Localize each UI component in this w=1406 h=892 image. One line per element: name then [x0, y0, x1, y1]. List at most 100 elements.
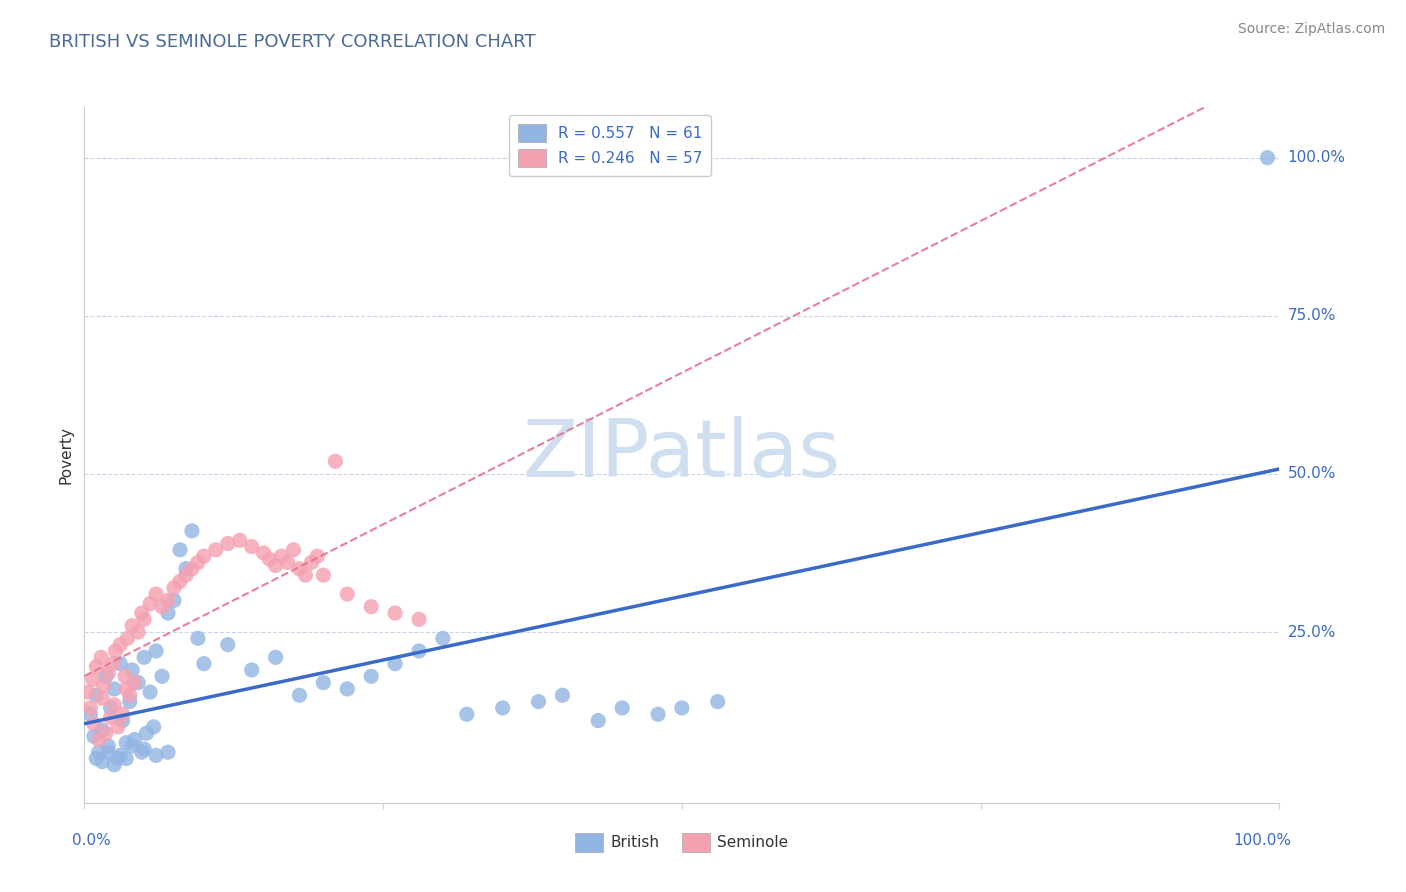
Point	[127, 625, 149, 640]
Point	[1257, 151, 1279, 165]
Legend: British, Seminole: British, Seminole	[569, 827, 794, 858]
Point	[205, 542, 228, 557]
Point	[110, 657, 132, 671]
Text: 25.0%: 25.0%	[1288, 624, 1336, 640]
Point	[270, 549, 292, 563]
Point	[87, 732, 110, 747]
Point	[111, 707, 134, 722]
Point	[408, 612, 430, 626]
Point	[90, 650, 112, 665]
Point	[217, 638, 239, 652]
Point	[107, 751, 129, 765]
Point	[707, 695, 730, 709]
Point	[118, 688, 141, 702]
Point	[91, 691, 114, 706]
Point	[124, 732, 146, 747]
Point	[145, 748, 167, 763]
Text: BRITISH VS SEMINOLE POVERTY CORRELATION CHART: BRITISH VS SEMINOLE POVERTY CORRELATION …	[48, 33, 536, 52]
Point	[139, 597, 162, 611]
Point	[187, 556, 209, 570]
Point	[103, 698, 125, 712]
Point	[117, 632, 139, 646]
Point	[229, 533, 252, 548]
Point	[135, 726, 157, 740]
Point	[103, 681, 125, 696]
Point	[101, 657, 124, 671]
Point	[139, 685, 162, 699]
Text: ZIPatlas: ZIPatlas	[523, 416, 841, 494]
Point	[157, 593, 180, 607]
Point	[264, 558, 287, 573]
Text: Source: ZipAtlas.com: Source: ZipAtlas.com	[1237, 22, 1385, 37]
Point	[312, 675, 335, 690]
Point	[132, 612, 156, 626]
Point	[142, 720, 165, 734]
Point	[97, 745, 120, 759]
Point	[110, 638, 132, 652]
Point	[145, 644, 167, 658]
Point	[193, 657, 215, 671]
Point	[527, 695, 550, 709]
Point	[181, 524, 204, 538]
Point	[384, 657, 406, 671]
Point	[163, 581, 186, 595]
Point	[115, 681, 138, 696]
Point	[336, 681, 359, 696]
Point	[132, 650, 156, 665]
Point	[174, 568, 197, 582]
Point	[301, 556, 323, 570]
Point	[118, 695, 141, 709]
Point	[114, 669, 136, 683]
Point	[612, 701, 634, 715]
Point	[181, 562, 204, 576]
Text: 0.0%: 0.0%	[73, 832, 111, 847]
Point	[97, 666, 120, 681]
Point	[100, 701, 122, 715]
Point	[87, 745, 110, 759]
Point	[288, 688, 311, 702]
Point	[83, 730, 105, 744]
Point	[104, 644, 127, 658]
Point	[127, 675, 149, 690]
Point	[110, 748, 132, 763]
Point	[86, 751, 108, 765]
Point	[283, 542, 305, 557]
Text: 100.0%: 100.0%	[1288, 150, 1346, 165]
Point	[408, 644, 430, 658]
Point	[94, 726, 117, 740]
Point	[360, 669, 382, 683]
Point	[294, 568, 316, 582]
Point	[174, 562, 197, 576]
Point	[169, 542, 191, 557]
Point	[312, 568, 335, 582]
Point	[79, 707, 101, 722]
Point	[94, 669, 117, 683]
Point	[288, 562, 311, 576]
Point	[336, 587, 359, 601]
Point	[253, 546, 276, 560]
Text: 75.0%: 75.0%	[1288, 309, 1336, 323]
Point	[115, 736, 138, 750]
Point	[259, 552, 281, 566]
Point	[86, 660, 108, 674]
Point	[551, 688, 574, 702]
Point	[111, 714, 134, 728]
Point	[82, 673, 104, 687]
Point	[97, 739, 120, 753]
Text: 50.0%: 50.0%	[1288, 467, 1336, 482]
Text: 100.0%: 100.0%	[1233, 832, 1292, 847]
Point	[456, 707, 478, 722]
Point	[264, 650, 287, 665]
Point	[150, 599, 173, 614]
Point	[131, 745, 153, 759]
Point	[647, 707, 669, 722]
Point	[86, 688, 108, 702]
Point	[121, 739, 143, 753]
Point	[492, 701, 515, 715]
Point	[77, 685, 100, 699]
Point	[169, 574, 191, 589]
Point	[103, 757, 125, 772]
Point	[150, 669, 173, 683]
Point	[217, 536, 239, 550]
Point	[131, 606, 153, 620]
